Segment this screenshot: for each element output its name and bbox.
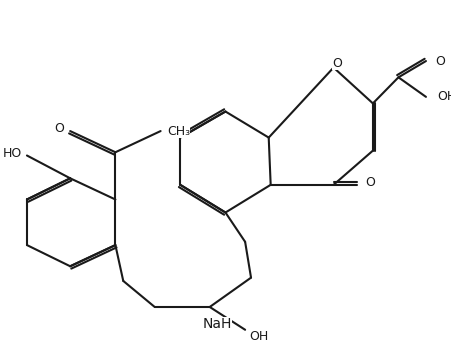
Text: CH₃: CH₃	[167, 125, 190, 138]
Text: O: O	[54, 122, 64, 136]
Text: OH: OH	[249, 330, 268, 343]
Text: O: O	[434, 55, 444, 68]
Text: HO: HO	[3, 147, 22, 160]
Text: NaH: NaH	[202, 317, 232, 331]
Text: OH: OH	[436, 90, 451, 103]
Text: O: O	[331, 57, 341, 70]
Text: O: O	[364, 176, 374, 189]
